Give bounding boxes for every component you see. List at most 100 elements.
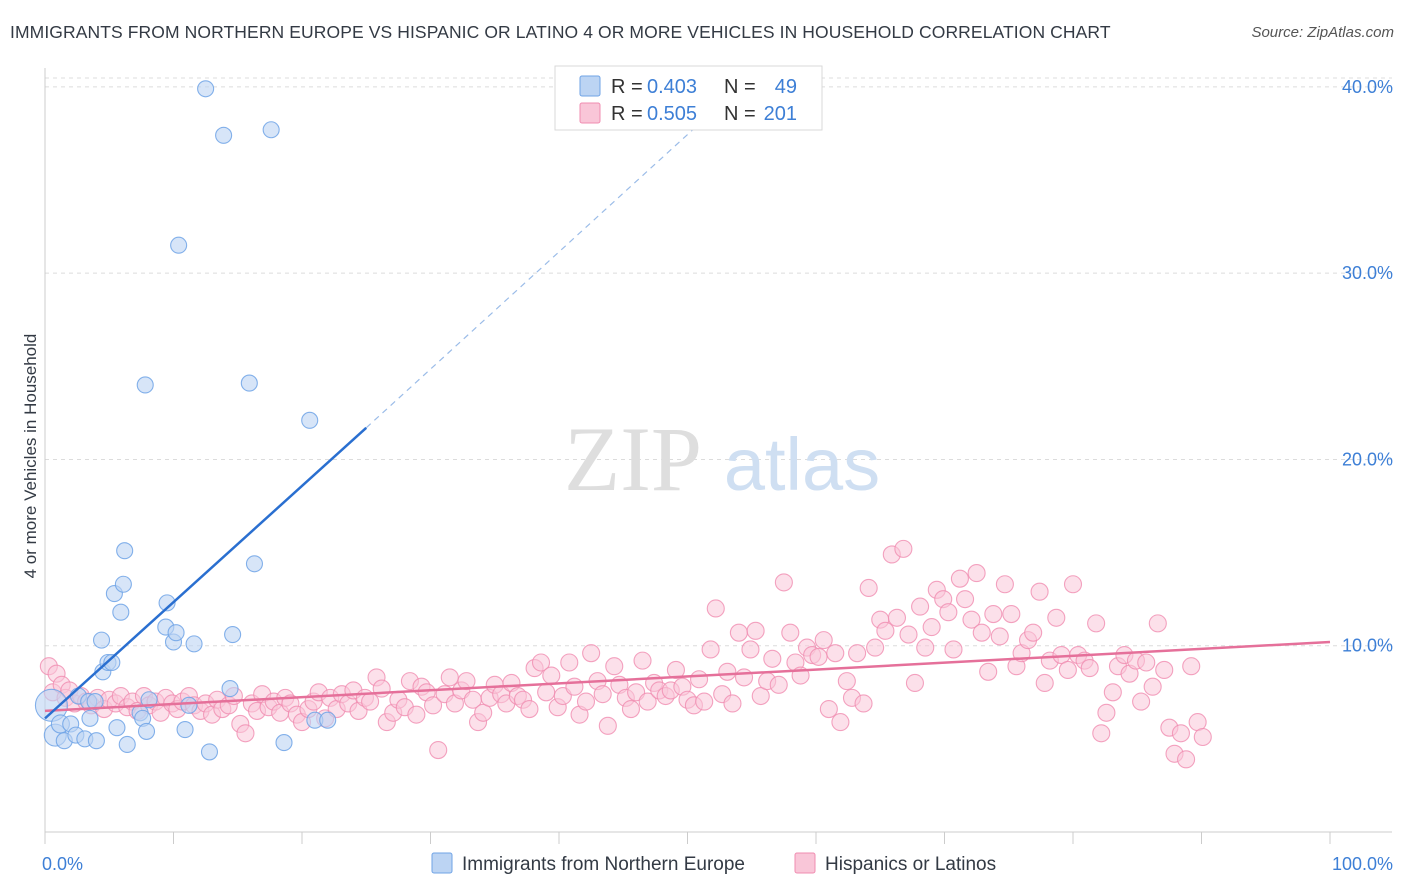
data-point-immigrants [197,80,215,98]
legend-n-value: 49 [775,76,797,98]
data-point-immigrants [137,722,156,740]
legend-n-label: N = [724,103,756,125]
data-point-hispanics [560,653,579,672]
watermark-atlas: atlas [724,423,880,506]
data-point-hispanics [769,675,788,694]
data-point-hispanics [899,625,918,644]
data-point-hispanics [1092,724,1111,743]
data-point-immigrants [240,374,258,392]
data-point-hispanics [1193,727,1212,747]
data-point-hispanics [819,700,838,719]
data-point-hispanics [751,686,770,706]
trendline-immigrants-extension [365,110,714,429]
data-point-hispanics [876,621,895,640]
data-point-immigrants [262,121,280,139]
data-point-hispanics [593,685,612,704]
bottom-legend-label: Hispanics or Latinos [825,854,996,875]
trendlines [44,110,1331,720]
data-point-hispanics [922,618,941,637]
data-point-hispanics [990,627,1009,646]
data-point-immigrants [140,691,158,709]
data-point-hispanics [866,638,885,657]
data-point-hispanics [565,677,584,696]
y-axis-label: 4 or more Vehicles in Household [21,334,40,579]
data-point-immigrants [221,680,239,698]
data-point-immigrants [81,709,99,727]
watermark-zip: ZIP [564,408,702,510]
data-point-hispanics [582,644,601,663]
legend: R = 0.403 N = 49 R = 0.505 N = 201 [554,65,823,131]
data-point-hispanics [598,716,617,735]
data-point-hispanics [576,692,596,711]
data-point-hispanics [911,597,930,616]
legend-swatch [579,102,601,124]
data-point-hispanics [1024,623,1043,642]
data-point-hispanics [666,660,685,679]
data-point-hispanics [916,638,935,657]
data-point-immigrants [200,743,219,761]
data-point-hispanics [424,696,443,715]
data-point-hispanics [718,662,737,681]
bottom-legend-swatch [431,852,453,874]
data-point-hispanics [848,644,867,663]
data-point-hispanics [995,575,1014,594]
data-point-hispanics [774,573,793,592]
data-point-immigrants [167,624,185,642]
data-point-hispanics [701,640,720,659]
data-point-hispanics [1002,605,1021,624]
legend-r-value: 0.505 [647,103,697,125]
data-point-immigrants [185,635,203,653]
data-point-hispanics [633,651,652,670]
bottom-legend-label: Immigrants from Northern Europe [462,854,745,875]
data-point-immigrants [87,732,105,750]
data-point-immigrants [215,126,233,144]
data-point-hispanics [723,694,742,713]
data-point-hispanics [531,653,551,672]
data-point-hispanics [520,700,539,719]
x-tick-label: 0.0% [42,854,83,874]
data-point-hispanics [457,672,476,691]
y-tick-label: 40.0% [1342,77,1393,97]
data-point-immigrants [301,411,319,429]
data-point-immigrants [118,735,136,754]
data-point-hispanics [972,623,991,642]
data-point-immigrants [170,236,188,254]
data-point-hispanics [837,672,856,691]
data-point-hispanics [1063,575,1083,594]
data-point-hispanics [1155,660,1174,679]
data-point-hispanics [814,631,833,650]
y-tick-label: 10.0% [1342,636,1393,656]
legend-swatch [579,75,601,97]
x-tick-label: 100.0% [1332,854,1393,874]
data-point-immigrants [116,542,134,560]
legend-n-value: 201 [764,103,797,125]
data-point-immigrants [158,594,176,612]
data-point-hispanics [407,705,426,724]
data-point-hispanics [1143,677,1162,696]
trendline-hispanics [44,640,1331,713]
data-point-hispanics [1097,703,1116,722]
data-point-hispanics [474,703,493,722]
data-point-hispanics [236,724,255,743]
data-point-hispanics [1148,614,1167,633]
data-point-hispanics [1030,582,1049,601]
data-point-hispanics [1132,692,1151,711]
data-point-hispanics [967,564,986,583]
bottom-legend-swatch [794,852,816,874]
data-point-hispanics [429,740,448,760]
data-point-immigrants [86,693,104,711]
y-tick-label: 20.0% [1342,449,1393,469]
data-point-hispanics [979,662,998,681]
data-point-hispanics [831,713,850,732]
data-point-hispanics [1035,673,1054,693]
source-label: Source: ZipAtlas.com [1251,24,1394,41]
data-point-immigrants [103,653,121,672]
data-point-hispanics [1137,653,1156,672]
data-point-hispanics [1103,683,1122,702]
data-point-hispanics [939,603,958,622]
legend-r-value: 0.403 [647,76,697,98]
data-point-hispanics [734,668,754,687]
data-point-hispanics [984,605,1003,624]
data-point-hispanics [1171,724,1190,743]
